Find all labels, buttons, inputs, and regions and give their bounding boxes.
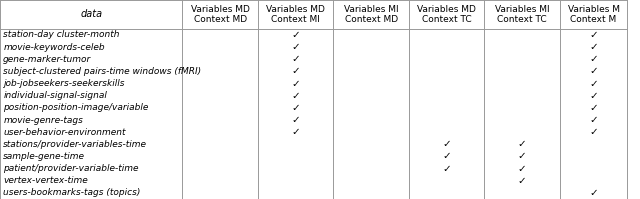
Text: ✓: ✓	[442, 164, 451, 174]
Text: Variables MI
Context TC: Variables MI Context TC	[495, 5, 550, 24]
Text: Variables MI
Context MD: Variables MI Context MD	[344, 5, 399, 24]
Text: ✓: ✓	[291, 91, 300, 101]
Text: ✓: ✓	[291, 42, 300, 52]
Text: subject-clustered pairs-time windows (fMRI): subject-clustered pairs-time windows (fM…	[3, 67, 202, 76]
Text: ✓: ✓	[518, 176, 527, 186]
Text: sample-gene-time: sample-gene-time	[3, 152, 85, 161]
Text: ✓: ✓	[589, 54, 598, 64]
Text: job-jobseekers-seekerskills: job-jobseekers-seekerskills	[3, 79, 125, 88]
Text: ✓: ✓	[442, 151, 451, 161]
Text: station-day cluster-month: station-day cluster-month	[3, 30, 120, 39]
Text: ✓: ✓	[589, 188, 598, 198]
Text: ✓: ✓	[291, 103, 300, 113]
Text: ✓: ✓	[518, 151, 527, 161]
Text: Variables MD
Context MI: Variables MD Context MI	[266, 5, 325, 24]
Text: ✓: ✓	[589, 30, 598, 40]
Text: gene-marker-tumor: gene-marker-tumor	[3, 55, 92, 64]
Text: ✓: ✓	[291, 79, 300, 89]
Text: Variables M
Context M: Variables M Context M	[568, 5, 620, 24]
Text: ✓: ✓	[589, 115, 598, 125]
Text: user-behavior-environment: user-behavior-environment	[3, 128, 125, 137]
Text: data: data	[80, 9, 102, 20]
Text: ✓: ✓	[291, 115, 300, 125]
Text: ✓: ✓	[291, 66, 300, 76]
Text: movie-keywords-celeb: movie-keywords-celeb	[3, 43, 105, 52]
Text: stations/provider-variables-time: stations/provider-variables-time	[3, 140, 147, 149]
Text: ✓: ✓	[291, 54, 300, 64]
Text: ✓: ✓	[518, 164, 527, 174]
Text: ✓: ✓	[589, 42, 598, 52]
Text: movie-genre-tags: movie-genre-tags	[3, 115, 83, 125]
Text: Variables MD
Context TC: Variables MD Context TC	[417, 5, 476, 24]
Text: users-bookmarks-tags (topics): users-bookmarks-tags (topics)	[3, 188, 141, 197]
Text: ✓: ✓	[589, 66, 598, 76]
Text: ✓: ✓	[589, 103, 598, 113]
Text: ✓: ✓	[291, 30, 300, 40]
Text: ✓: ✓	[589, 127, 598, 137]
Text: patient/provider-variable-time: patient/provider-variable-time	[3, 164, 139, 173]
Text: vertex-vertex-time: vertex-vertex-time	[3, 176, 88, 185]
Text: individual-signal-signal: individual-signal-signal	[3, 91, 107, 100]
Text: ✓: ✓	[518, 139, 527, 149]
Text: ✓: ✓	[291, 127, 300, 137]
Text: position-position-image/variable: position-position-image/variable	[3, 103, 148, 112]
Text: ✓: ✓	[442, 139, 451, 149]
Text: ✓: ✓	[589, 79, 598, 89]
Text: ✓: ✓	[589, 91, 598, 101]
Text: Variables MD
Context MD: Variables MD Context MD	[191, 5, 250, 24]
